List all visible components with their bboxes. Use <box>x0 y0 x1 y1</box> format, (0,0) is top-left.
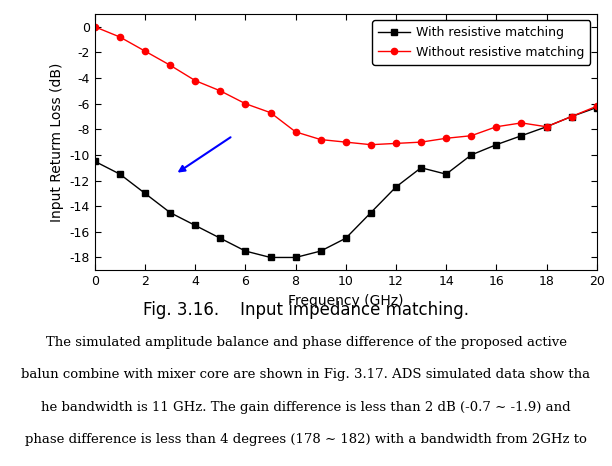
With resistive matching <box>367 210 375 215</box>
Without resistive matching <box>267 110 274 116</box>
With resistive matching <box>568 114 575 119</box>
Without resistive matching <box>192 78 199 83</box>
Line: Without resistive matching: Without resistive matching <box>92 24 600 148</box>
Y-axis label: Input Returm Loss (dB): Input Returm Loss (dB) <box>50 62 64 222</box>
Line: With resistive matching: With resistive matching <box>92 104 600 260</box>
Text: he bandwidth is 11 GHz. The gain difference is less than 2 dB (-0.7 ∼ -1.9) and: he bandwidth is 11 GHz. The gain differe… <box>41 401 571 414</box>
Without resistive matching <box>442 136 450 141</box>
Without resistive matching <box>342 139 349 145</box>
Without resistive matching <box>292 129 299 135</box>
Without resistive matching <box>568 114 575 119</box>
Without resistive matching <box>518 120 525 126</box>
With resistive matching <box>518 133 525 138</box>
With resistive matching <box>593 105 600 110</box>
Text: balun combine with mixer core are shown in Fig. 3.17. ADS simulated data show th: balun combine with mixer core are shown … <box>21 368 591 381</box>
Without resistive matching <box>417 139 425 145</box>
Legend: With resistive matching, Without resistive matching: With resistive matching, Without resisti… <box>372 20 591 65</box>
Without resistive matching <box>116 34 124 40</box>
With resistive matching <box>91 158 99 164</box>
With resistive matching <box>543 124 550 130</box>
Without resistive matching <box>166 62 174 68</box>
With resistive matching <box>166 210 174 215</box>
With resistive matching <box>192 223 199 228</box>
Without resistive matching <box>91 24 99 30</box>
With resistive matching <box>342 235 349 241</box>
Without resistive matching <box>141 48 149 54</box>
Text: Fig. 3.16.    Input impedance matching.: Fig. 3.16. Input impedance matching. <box>143 301 469 319</box>
Without resistive matching <box>593 103 600 109</box>
Text: phase difference is less than 4 degrees (178 ∼ 182) with a bandwidth from 2GHz t: phase difference is less than 4 degrees … <box>25 433 587 446</box>
Without resistive matching <box>493 124 500 130</box>
With resistive matching <box>242 248 249 254</box>
Without resistive matching <box>367 142 375 147</box>
With resistive matching <box>267 254 274 260</box>
With resistive matching <box>392 184 400 190</box>
With resistive matching <box>217 235 224 241</box>
Text: The simulated amplitude balance and phase difference of the proposed active: The simulated amplitude balance and phas… <box>45 336 567 349</box>
With resistive matching <box>417 165 425 171</box>
With resistive matching <box>141 191 149 196</box>
Without resistive matching <box>392 141 400 146</box>
With resistive matching <box>442 171 450 177</box>
With resistive matching <box>493 142 500 147</box>
Without resistive matching <box>217 88 224 94</box>
With resistive matching <box>317 248 324 254</box>
With resistive matching <box>116 171 124 177</box>
Without resistive matching <box>242 101 249 107</box>
With resistive matching <box>468 152 475 158</box>
Without resistive matching <box>317 137 324 143</box>
With resistive matching <box>292 254 299 260</box>
X-axis label: Frequency (GHz): Frequency (GHz) <box>288 294 403 308</box>
Without resistive matching <box>543 124 550 130</box>
Without resistive matching <box>468 133 475 138</box>
